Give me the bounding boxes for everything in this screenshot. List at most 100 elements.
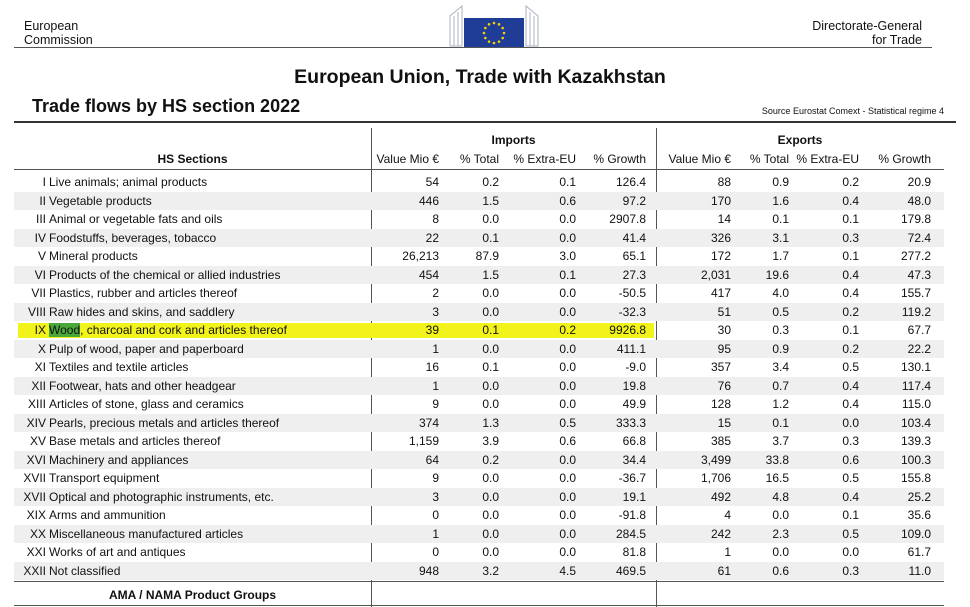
cell-imp-value: 9 [432,471,439,485]
header-exp-value: Value Mio € [668,152,731,166]
cell-imp-value: 3 [432,489,439,504]
section-label: Base metals and articles thereof [49,434,220,448]
cell-imp-extra: 0.0 [559,489,576,504]
org-right-line2: for Trade [871,33,922,47]
cell-imp-growth: -9.0 [625,360,646,374]
cell-exp-growth: 155.7 [900,286,931,300]
section-number: XXI [26,545,46,559]
cell-exp-total: 3.7 [772,434,789,448]
table-row: XII Footwear, hats and other headgear 1 0.0… [14,376,944,395]
cell-exp-value: 2,031 [700,267,731,282]
cell-imp-value: 454 [418,267,439,282]
section-number: XX [29,526,46,541]
cell-exp-total: 3.1 [772,230,789,245]
cell-exp-extra: 0.0 [842,545,859,559]
cell-exp-total: 16.5 [765,471,789,485]
cell-imp-extra: 4.5 [559,563,576,578]
section-label-text: Not classified [49,563,121,578]
cell-exp-extra: 0.3 [842,563,859,578]
section-label-text: Foodstuffs, beverages, tobacco [49,230,217,245]
section-number: X [37,341,46,356]
section-number: I [42,175,46,189]
cell-imp-growth: 333.3 [615,415,646,430]
cell-exp-value: 76 [717,378,731,393]
highlighted-word: Wood [49,323,81,337]
cell-imp-value: 9 [432,397,439,411]
cell-imp-extra: 0.6 [559,193,576,208]
section-number: XIV [26,415,46,430]
flag-star-icon [492,41,496,45]
cell-exp-growth: 100.3 [900,452,931,467]
cell-exp-total: 0.9 [772,175,789,189]
cell-imp-extra: 0.0 [559,397,576,411]
cell-imp-value: 26,213 [402,249,439,263]
section-label-text: Textiles and textile articles [49,360,189,374]
cell-imp-value: 3 [432,304,439,319]
cell-imp-value: 374 [418,415,439,430]
table-row: IX Wood, charcoal and cork and articles t… [14,321,944,340]
flag-star-icon [501,36,504,40]
cell-exp-total: 19.6 [765,267,789,282]
cell-imp-total: 1.3 [482,415,499,430]
section-label: Foodstuffs, beverages, tobacco [49,231,216,245]
cell-exp-total: 33.8 [765,452,789,467]
section-label: Textiles and textile articles [49,360,188,374]
header-exp-total: % Total [749,152,789,166]
cell-imp-value: 8 [432,212,439,226]
section-number: XVII [23,471,46,485]
cell-exp-growth: 61.7 [907,545,931,559]
cell-imp-value: 16 [425,360,439,374]
section-label-text: Base metals and articles thereof [49,434,221,448]
cell-imp-growth: 97.2 [622,193,646,208]
table-row: VI Products of the chemical or allied ind… [14,265,944,284]
section-number: II [39,193,46,208]
table-row: VII Plastics, rubber and articles thereof… [14,284,944,303]
cell-imp-total: 0.0 [482,545,499,559]
cell-imp-extra: 0.0 [559,360,576,374]
cell-exp-growth: 277.2 [900,249,931,263]
cell-imp-total: 0.0 [482,341,499,356]
column-divider-imports [371,128,372,607]
cell-exp-value: 61 [717,563,731,578]
cell-imp-growth: -32.3 [618,304,646,319]
cell-imp-total: 0.1 [482,230,499,245]
table-row: XVI Machinery and appliances 64 0.2 0.0 34.4 3… [14,450,944,469]
group-header-exports: Exports [777,133,823,147]
cell-imp-growth: 49.9 [622,397,646,411]
cell-imp-total: 0.0 [482,378,499,393]
section-number: XXII [23,563,46,578]
cell-imp-growth: 27.3 [622,267,646,282]
section-label-text: Animal or vegetable fats and oils [49,212,223,226]
section-label-text: Pearls, precious metals and articles the… [49,415,280,430]
section-label: Live animals; animal products [49,175,207,189]
section-label-text: Machinery and appliances [49,452,189,467]
header-imp-total: % Total [459,152,499,166]
cell-exp-extra: 0.1 [842,249,859,263]
table-row: XXI Works of art and antiques 0 0.0 0.0 81.8 1… [14,543,944,562]
flag-star-icon [502,31,506,35]
cell-imp-total: 0.0 [482,304,499,319]
cell-exp-total: 4.8 [772,489,789,504]
cell-exp-value: 172 [710,249,731,263]
cell-exp-growth: 179.8 [900,212,931,226]
section-label-text: Vegetable products [49,193,152,208]
section-label: Wood, charcoal and cork and articles the… [49,323,287,337]
cell-imp-total: 3.2 [482,563,499,578]
cell-exp-growth: 20.9 [907,175,931,189]
cell-imp-extra: 0.0 [559,304,576,319]
cell-exp-value: 95 [717,341,731,356]
cell-exp-value: 326 [710,230,731,245]
cell-imp-total: 0.0 [482,508,499,522]
cell-imp-growth: -50.5 [618,286,646,300]
section-number: IX [34,323,46,337]
cell-imp-extra: 0.0 [559,545,576,559]
section-label-text: Transport equipment [49,471,160,485]
table-row: XVII Optical and photographic instruments… [14,487,944,506]
page-title: European Union, Trade with Kazakhstan [294,66,666,88]
section-label-text: Raw hides and skins, and saddlery [49,304,235,319]
flag-star-icon [497,23,501,26]
cell-exp-total: 4.0 [772,286,789,300]
group-header-imports: Imports [491,133,536,147]
cell-imp-growth: 2907.8 [609,212,646,226]
cell-exp-extra: 0.4 [842,397,859,411]
